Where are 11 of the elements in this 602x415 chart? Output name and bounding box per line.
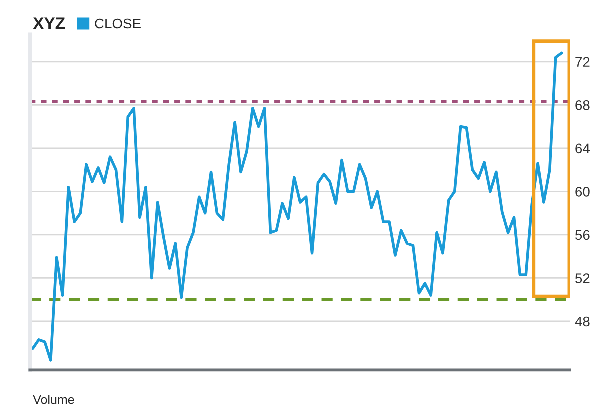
chart-title: XYZ: [33, 18, 66, 30]
line-series: [32, 52, 564, 362]
y-tick-label: 48: [575, 316, 590, 327]
y-tick-label: 60: [576, 187, 590, 197]
y-tick-label: 68: [576, 100, 590, 110]
legend-label: CLOSE: [95, 18, 141, 29]
y-tick-label: 56: [576, 230, 590, 240]
text: Volume: [33, 395, 74, 404]
y-tick-label: 64: [576, 144, 590, 154]
y-tick-label: 72: [576, 57, 590, 67]
y-tick-label: 52: [576, 274, 590, 284]
